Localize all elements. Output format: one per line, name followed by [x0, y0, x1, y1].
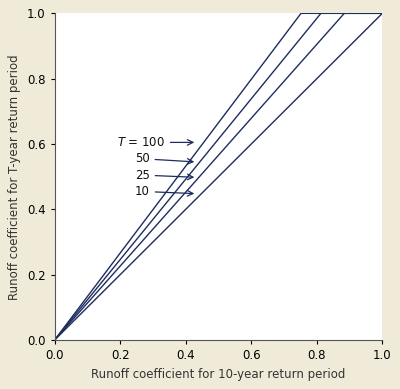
Text: 25: 25 — [135, 168, 193, 182]
Text: $T$ = 100: $T$ = 100 — [117, 136, 193, 149]
X-axis label: Runoff coefficient for 10-year return period: Runoff coefficient for 10-year return pe… — [91, 368, 346, 381]
Text: 50: 50 — [135, 152, 193, 165]
Text: 10: 10 — [135, 185, 193, 198]
Y-axis label: Runoff coefficient for T-year return period: Runoff coefficient for T-year return per… — [8, 54, 21, 300]
